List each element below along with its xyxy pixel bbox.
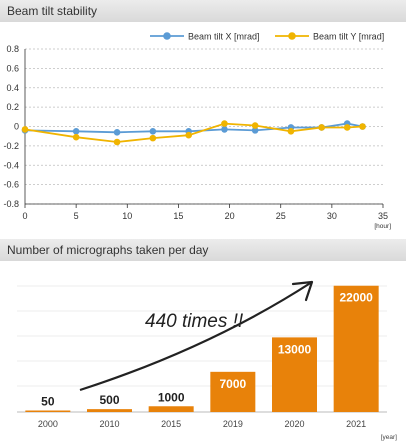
- legend-label: Beam tilt Y [mrad]: [313, 32, 384, 42]
- x-tick-label: 35: [378, 211, 388, 221]
- data-point: [113, 129, 121, 136]
- legend-label: Beam tilt X [mrad]: [188, 32, 260, 42]
- y-tick-label: 0.6: [6, 63, 19, 73]
- x-tick-label: 25: [276, 211, 286, 221]
- bar: [210, 371, 256, 412]
- data-point: [72, 133, 80, 141]
- x-tick-label: 15: [173, 211, 183, 221]
- y-tick-label: 0.8: [6, 44, 19, 54]
- y-tick-label: 0: [14, 122, 19, 132]
- data-point: [221, 126, 228, 133]
- x-tick-label: 2000: [38, 419, 58, 429]
- bar-chart: 50 2000 500 2010 1000 2015 7000 2019 13000 2020 22…: [17, 280, 397, 441]
- x-tick-label: 2019: [223, 419, 243, 429]
- y-tick-label: -0.6: [3, 180, 19, 190]
- bar-value-label: 1000: [158, 390, 185, 404]
- x-axis-label: [hour]: [374, 223, 391, 230]
- bar-chart-title: Number of micrographs taken per day: [0, 239, 406, 261]
- data-point: [21, 126, 29, 133]
- bar-value-label: 22000: [339, 291, 373, 305]
- data-point: [251, 122, 259, 129]
- x-tick-label: 5: [74, 211, 79, 221]
- x-tick-label: 2015: [161, 419, 181, 429]
- x-tick-label: 20: [225, 211, 235, 221]
- bar: [272, 337, 317, 412]
- data-point: [113, 138, 121, 146]
- bar: [87, 409, 132, 412]
- x-tick-label: 10: [122, 211, 132, 221]
- data-point: [359, 123, 366, 130]
- line-chart: 0.80.60.40.20-0.2-0.4-0.6-0.80 5 10 15 20 25 3…: [3, 32, 391, 231]
- data-point: [251, 127, 259, 134]
- data-point: [287, 128, 295, 135]
- growth-arrow: [79, 281, 313, 392]
- data-point: [149, 128, 157, 135]
- bar-value-label: 50: [41, 395, 55, 409]
- x-axis-label: [year]: [381, 434, 397, 441]
- y-tick-label: 0.4: [6, 83, 19, 93]
- bar: [148, 406, 194, 412]
- y-tick-label: -0.4: [3, 160, 19, 170]
- x-tick-label: 0: [22, 211, 27, 221]
- legend-swatch-marker: [288, 32, 296, 40]
- data-point: [149, 134, 157, 142]
- y-tick-label: -0.8: [3, 199, 19, 209]
- legend-swatch-marker: [163, 32, 171, 40]
- bar-value-label: 500: [99, 393, 119, 407]
- data-point: [72, 128, 80, 135]
- data-point: [318, 124, 325, 131]
- x-tick-label: 2020: [284, 419, 304, 429]
- line-chart-title: Beam tilt stability: [0, 0, 406, 22]
- x-tick-label: 2021: [346, 419, 366, 429]
- bar: [333, 285, 379, 412]
- y-tick-label: -0.2: [3, 141, 19, 151]
- bar-value-label: 7000: [219, 377, 246, 391]
- y-tick-label: 0.2: [6, 102, 19, 112]
- data-point: [221, 120, 228, 127]
- x-tick-label: 2010: [99, 419, 119, 429]
- data-point: [343, 124, 351, 131]
- data-point: [185, 131, 192, 139]
- bar: [25, 410, 71, 412]
- growth-arrowhead: [291, 280, 314, 302]
- x-tick-label: 30: [327, 211, 337, 221]
- bar-value-label: 13000: [278, 342, 312, 356]
- annotation: 440 times !!: [145, 311, 244, 332]
